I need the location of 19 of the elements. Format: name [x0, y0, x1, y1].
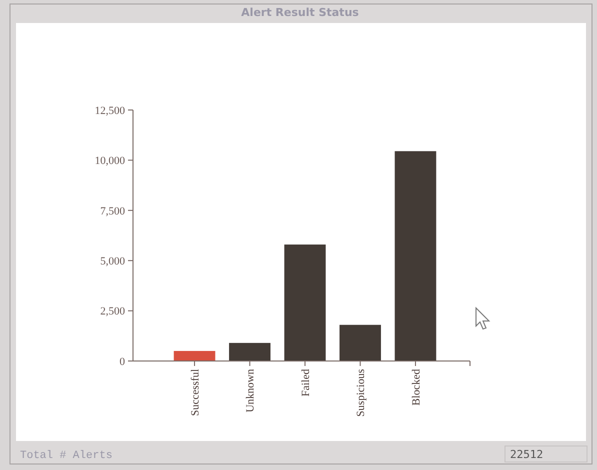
x-tick-label: Blocked [410, 368, 422, 406]
bar [284, 244, 326, 361]
x-tick-label: Failed [300, 368, 312, 396]
y-tick-label: 7,500 [100, 205, 126, 218]
x-tick-label: Unknown [244, 368, 257, 412]
y-tick-label: 2,500 [100, 306, 126, 318]
bar [174, 350, 216, 361]
y-tick-label: 5,000 [100, 255, 126, 268]
bar [229, 342, 270, 361]
y-tick-label: 12,500 [94, 104, 126, 117]
x-tick-label: Successful [189, 369, 202, 416]
bar [340, 324, 381, 361]
y-tick-label: 10,000 [94, 155, 126, 168]
chart-title: Alert Result Status [241, 6, 360, 19]
x-tick-label: Suspicious [355, 369, 368, 417]
bar [394, 151, 436, 361]
text: Total # Alerts [20, 450, 112, 462]
text: 22512 [510, 448, 544, 461]
y-tick-label: 0 [120, 356, 126, 368]
